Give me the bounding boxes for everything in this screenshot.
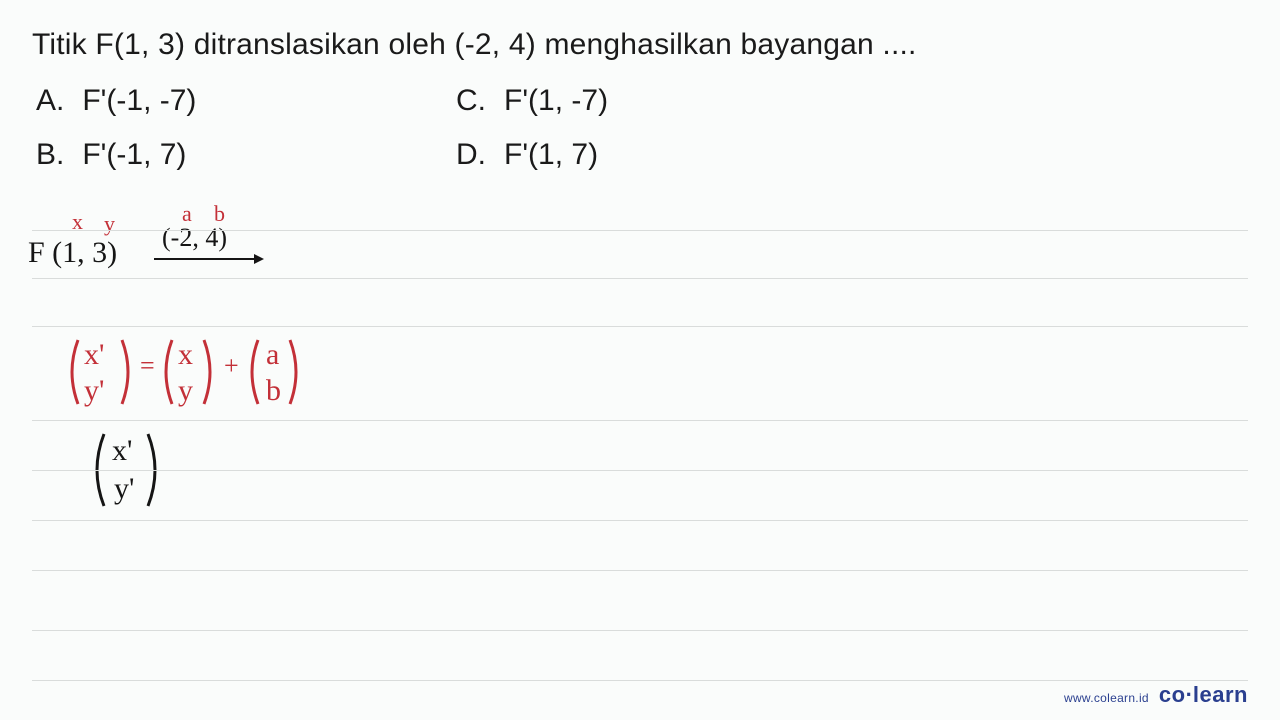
footer: www.colearn.id co·learn bbox=[1064, 682, 1248, 708]
hw-point: F (1, 3) bbox=[28, 236, 117, 269]
hw-arrow-head bbox=[254, 254, 264, 264]
question-text: Titik F(1, 3) ditranslasikan oleh (-2, 4… bbox=[32, 28, 1248, 62]
footer-brand: co·learn bbox=[1159, 682, 1248, 708]
option-text: F'(-1, -7) bbox=[82, 84, 196, 118]
hw-arrow-line bbox=[154, 258, 254, 260]
rule-line bbox=[32, 420, 1248, 421]
option-letter: D. bbox=[456, 138, 486, 172]
option-letter: C. bbox=[456, 84, 486, 118]
option-a: A. F'(-1, -7) bbox=[36, 84, 416, 118]
hw-plus: + bbox=[224, 352, 239, 381]
rule-line bbox=[32, 630, 1248, 631]
option-text: F'(1, -7) bbox=[504, 84, 608, 118]
hw-yprime: y' bbox=[84, 374, 104, 407]
rule-line bbox=[32, 520, 1248, 521]
rule-line bbox=[32, 278, 1248, 279]
options-grid: A. F'(-1, -7) C. F'(1, -7) B. F'(-1, 7) … bbox=[36, 84, 1248, 172]
hw-x: x bbox=[178, 338, 193, 371]
rule-line bbox=[32, 230, 1248, 231]
rule-line bbox=[32, 570, 1248, 571]
hw-a: a bbox=[266, 338, 279, 371]
hw-label-y: y bbox=[104, 212, 115, 236]
option-text: F'(-1, 7) bbox=[82, 138, 186, 172]
hw-xprime: x' bbox=[84, 338, 104, 371]
footer-url: www.colearn.id bbox=[1064, 691, 1149, 705]
rule-line bbox=[32, 326, 1248, 327]
hw-xprime2: x' bbox=[112, 434, 132, 467]
hw-y: y bbox=[178, 374, 193, 407]
option-d: D. F'(1, 7) bbox=[456, 138, 836, 172]
rule-line bbox=[32, 470, 1248, 471]
hw-eq: = bbox=[140, 352, 155, 381]
rule-line bbox=[32, 680, 1248, 681]
option-b: B. F'(-1, 7) bbox=[36, 138, 416, 172]
option-letter: B. bbox=[36, 138, 64, 172]
option-text: F'(1, 7) bbox=[504, 138, 598, 172]
hw-yprime2: y' bbox=[114, 472, 134, 505]
option-letter: A. bbox=[36, 84, 64, 118]
hw-b: b bbox=[266, 374, 281, 407]
hw-translation: (-2, 4) bbox=[162, 224, 227, 253]
ruled-paper: x y a b F (1, 3) (-2, 4) x' y' = x y + a… bbox=[32, 230, 1248, 680]
option-c: C. F'(1, -7) bbox=[456, 84, 836, 118]
